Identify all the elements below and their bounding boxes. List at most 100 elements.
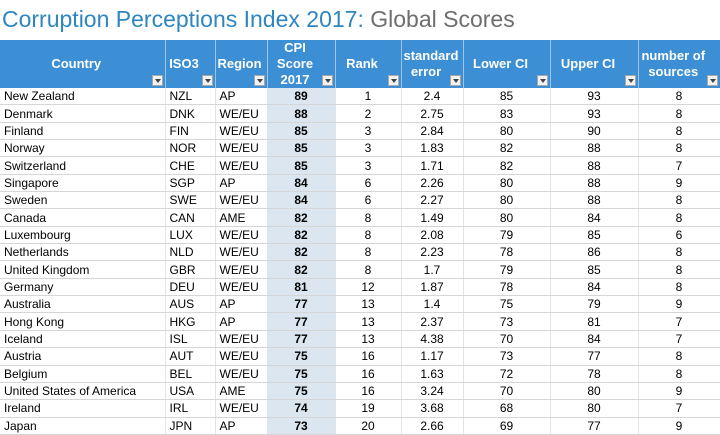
cell-lower-ci[interactable]: 80 xyxy=(463,174,550,191)
cell-rank[interactable]: 8 xyxy=(335,261,401,278)
filter-dropdown-icon[interactable] xyxy=(322,75,333,86)
cell-standard-error[interactable]: 4.38 xyxy=(401,330,463,347)
cell-cpi-score[interactable]: 75 xyxy=(267,382,335,399)
filter-dropdown-icon[interactable] xyxy=(707,75,718,86)
cell-rank[interactable]: 16 xyxy=(335,382,401,399)
cell-country[interactable]: Hong Kong xyxy=(0,313,165,330)
cell-iso3[interactable]: NOR xyxy=(165,140,215,157)
cell-cpi-score[interactable]: 84 xyxy=(267,174,335,191)
cell-lower-ci[interactable]: 80 xyxy=(463,192,550,209)
cell-region[interactable]: AP xyxy=(215,174,267,191)
cell-number-of-sources[interactable]: 7 xyxy=(638,330,720,347)
filter-dropdown-icon[interactable] xyxy=(625,75,636,86)
cell-country[interactable]: Australia xyxy=(0,296,165,313)
cell-lower-ci[interactable]: 82 xyxy=(463,157,550,174)
cell-upper-ci[interactable]: 85 xyxy=(550,261,638,278)
cell-country[interactable]: Denmark xyxy=(0,105,165,122)
cell-country[interactable]: Belgium xyxy=(0,365,165,382)
cell-cpi-score[interactable]: 77 xyxy=(267,313,335,330)
cell-lower-ci[interactable]: 70 xyxy=(463,330,550,347)
cell-number-of-sources[interactable]: 8 xyxy=(638,348,720,365)
cell-region[interactable]: AP xyxy=(215,313,267,330)
cell-rank[interactable]: 6 xyxy=(335,192,401,209)
cell-number-of-sources[interactable]: 8 xyxy=(638,244,720,261)
cell-upper-ci[interactable]: 88 xyxy=(550,192,638,209)
filter-dropdown-icon[interactable] xyxy=(254,75,265,86)
cell-cpi-score[interactable]: 84 xyxy=(267,192,335,209)
cell-region[interactable]: AP xyxy=(215,417,267,434)
cell-region[interactable]: WE/EU xyxy=(215,157,267,174)
cell-country[interactable]: Japan xyxy=(0,417,165,434)
cell-rank[interactable]: 1 xyxy=(335,88,401,105)
filter-dropdown-icon[interactable] xyxy=(537,75,548,86)
cell-upper-ci[interactable]: 88 xyxy=(550,157,638,174)
cell-standard-error[interactable]: 1.49 xyxy=(401,209,463,226)
cell-upper-ci[interactable]: 80 xyxy=(550,400,638,417)
cell-number-of-sources[interactable]: 6 xyxy=(638,226,720,243)
cell-country[interactable]: Singapore xyxy=(0,174,165,191)
cell-region[interactable]: WE/EU xyxy=(215,278,267,295)
cell-cpi-score[interactable]: 88 xyxy=(267,105,335,122)
cell-rank[interactable]: 12 xyxy=(335,278,401,295)
filter-dropdown-icon[interactable] xyxy=(388,75,399,86)
cell-region[interactable]: WE/EU xyxy=(215,226,267,243)
cell-rank[interactable]: 8 xyxy=(335,226,401,243)
cell-standard-error[interactable]: 3.24 xyxy=(401,382,463,399)
cell-cpi-score[interactable]: 74 xyxy=(267,400,335,417)
cell-lower-ci[interactable]: 85 xyxy=(463,88,550,105)
cell-cpi-score[interactable]: 82 xyxy=(267,261,335,278)
cell-upper-ci[interactable]: 79 xyxy=(550,296,638,313)
cell-upper-ci[interactable]: 81 xyxy=(550,313,638,330)
cell-rank[interactable]: 3 xyxy=(335,122,401,139)
cell-iso3[interactable]: LUX xyxy=(165,226,215,243)
cell-country[interactable]: Norway xyxy=(0,140,165,157)
cell-country[interactable]: Ireland xyxy=(0,400,165,417)
cell-number-of-sources[interactable]: 7 xyxy=(638,400,720,417)
cell-iso3[interactable]: NZL xyxy=(165,88,215,105)
cell-standard-error[interactable]: 2.26 xyxy=(401,174,463,191)
cell-upper-ci[interactable]: 88 xyxy=(550,174,638,191)
cell-region[interactable]: WE/EU xyxy=(215,365,267,382)
cell-number-of-sources[interactable]: 8 xyxy=(638,192,720,209)
cell-country[interactable]: Austria xyxy=(0,348,165,365)
cell-cpi-score[interactable]: 82 xyxy=(267,226,335,243)
cell-cpi-score[interactable]: 81 xyxy=(267,278,335,295)
cell-country[interactable]: Sweden xyxy=(0,192,165,209)
cell-iso3[interactable]: BEL xyxy=(165,365,215,382)
cell-region[interactable]: WE/EU xyxy=(215,192,267,209)
cell-standard-error[interactable]: 2.75 xyxy=(401,105,463,122)
cell-standard-error[interactable]: 1.4 xyxy=(401,296,463,313)
cell-upper-ci[interactable]: 88 xyxy=(550,140,638,157)
cell-number-of-sources[interactable]: 8 xyxy=(638,88,720,105)
cell-standard-error[interactable]: 1.71 xyxy=(401,157,463,174)
cell-iso3[interactable]: JPN xyxy=(165,417,215,434)
cell-number-of-sources[interactable]: 8 xyxy=(638,122,720,139)
cell-rank[interactable]: 16 xyxy=(335,365,401,382)
cell-lower-ci[interactable]: 80 xyxy=(463,122,550,139)
cell-upper-ci[interactable]: 84 xyxy=(550,278,638,295)
cell-standard-error[interactable]: 2.4 xyxy=(401,88,463,105)
cell-lower-ci[interactable]: 78 xyxy=(463,244,550,261)
cell-standard-error[interactable]: 2.66 xyxy=(401,417,463,434)
cell-upper-ci[interactable]: 93 xyxy=(550,88,638,105)
cell-upper-ci[interactable]: 93 xyxy=(550,105,638,122)
cell-upper-ci[interactable]: 80 xyxy=(550,382,638,399)
cell-country[interactable]: Germany xyxy=(0,278,165,295)
cell-iso3[interactable]: CHE xyxy=(165,157,215,174)
cell-region[interactable]: WE/EU xyxy=(215,261,267,278)
cell-cpi-score[interactable]: 85 xyxy=(267,157,335,174)
cell-iso3[interactable]: AUS xyxy=(165,296,215,313)
cell-cpi-score[interactable]: 73 xyxy=(267,417,335,434)
cell-country[interactable]: Canada xyxy=(0,209,165,226)
cell-country[interactable]: United States of America xyxy=(0,382,165,399)
cell-iso3[interactable]: IRL xyxy=(165,400,215,417)
cell-upper-ci[interactable]: 90 xyxy=(550,122,638,139)
cell-upper-ci[interactable]: 77 xyxy=(550,417,638,434)
cell-number-of-sources[interactable]: 9 xyxy=(638,382,720,399)
cell-number-of-sources[interactable]: 7 xyxy=(638,313,720,330)
cell-standard-error[interactable]: 3.68 xyxy=(401,400,463,417)
cell-region[interactable]: WE/EU xyxy=(215,348,267,365)
cell-lower-ci[interactable]: 79 xyxy=(463,261,550,278)
cell-country[interactable]: United Kingdom xyxy=(0,261,165,278)
cell-standard-error[interactable]: 2.37 xyxy=(401,313,463,330)
